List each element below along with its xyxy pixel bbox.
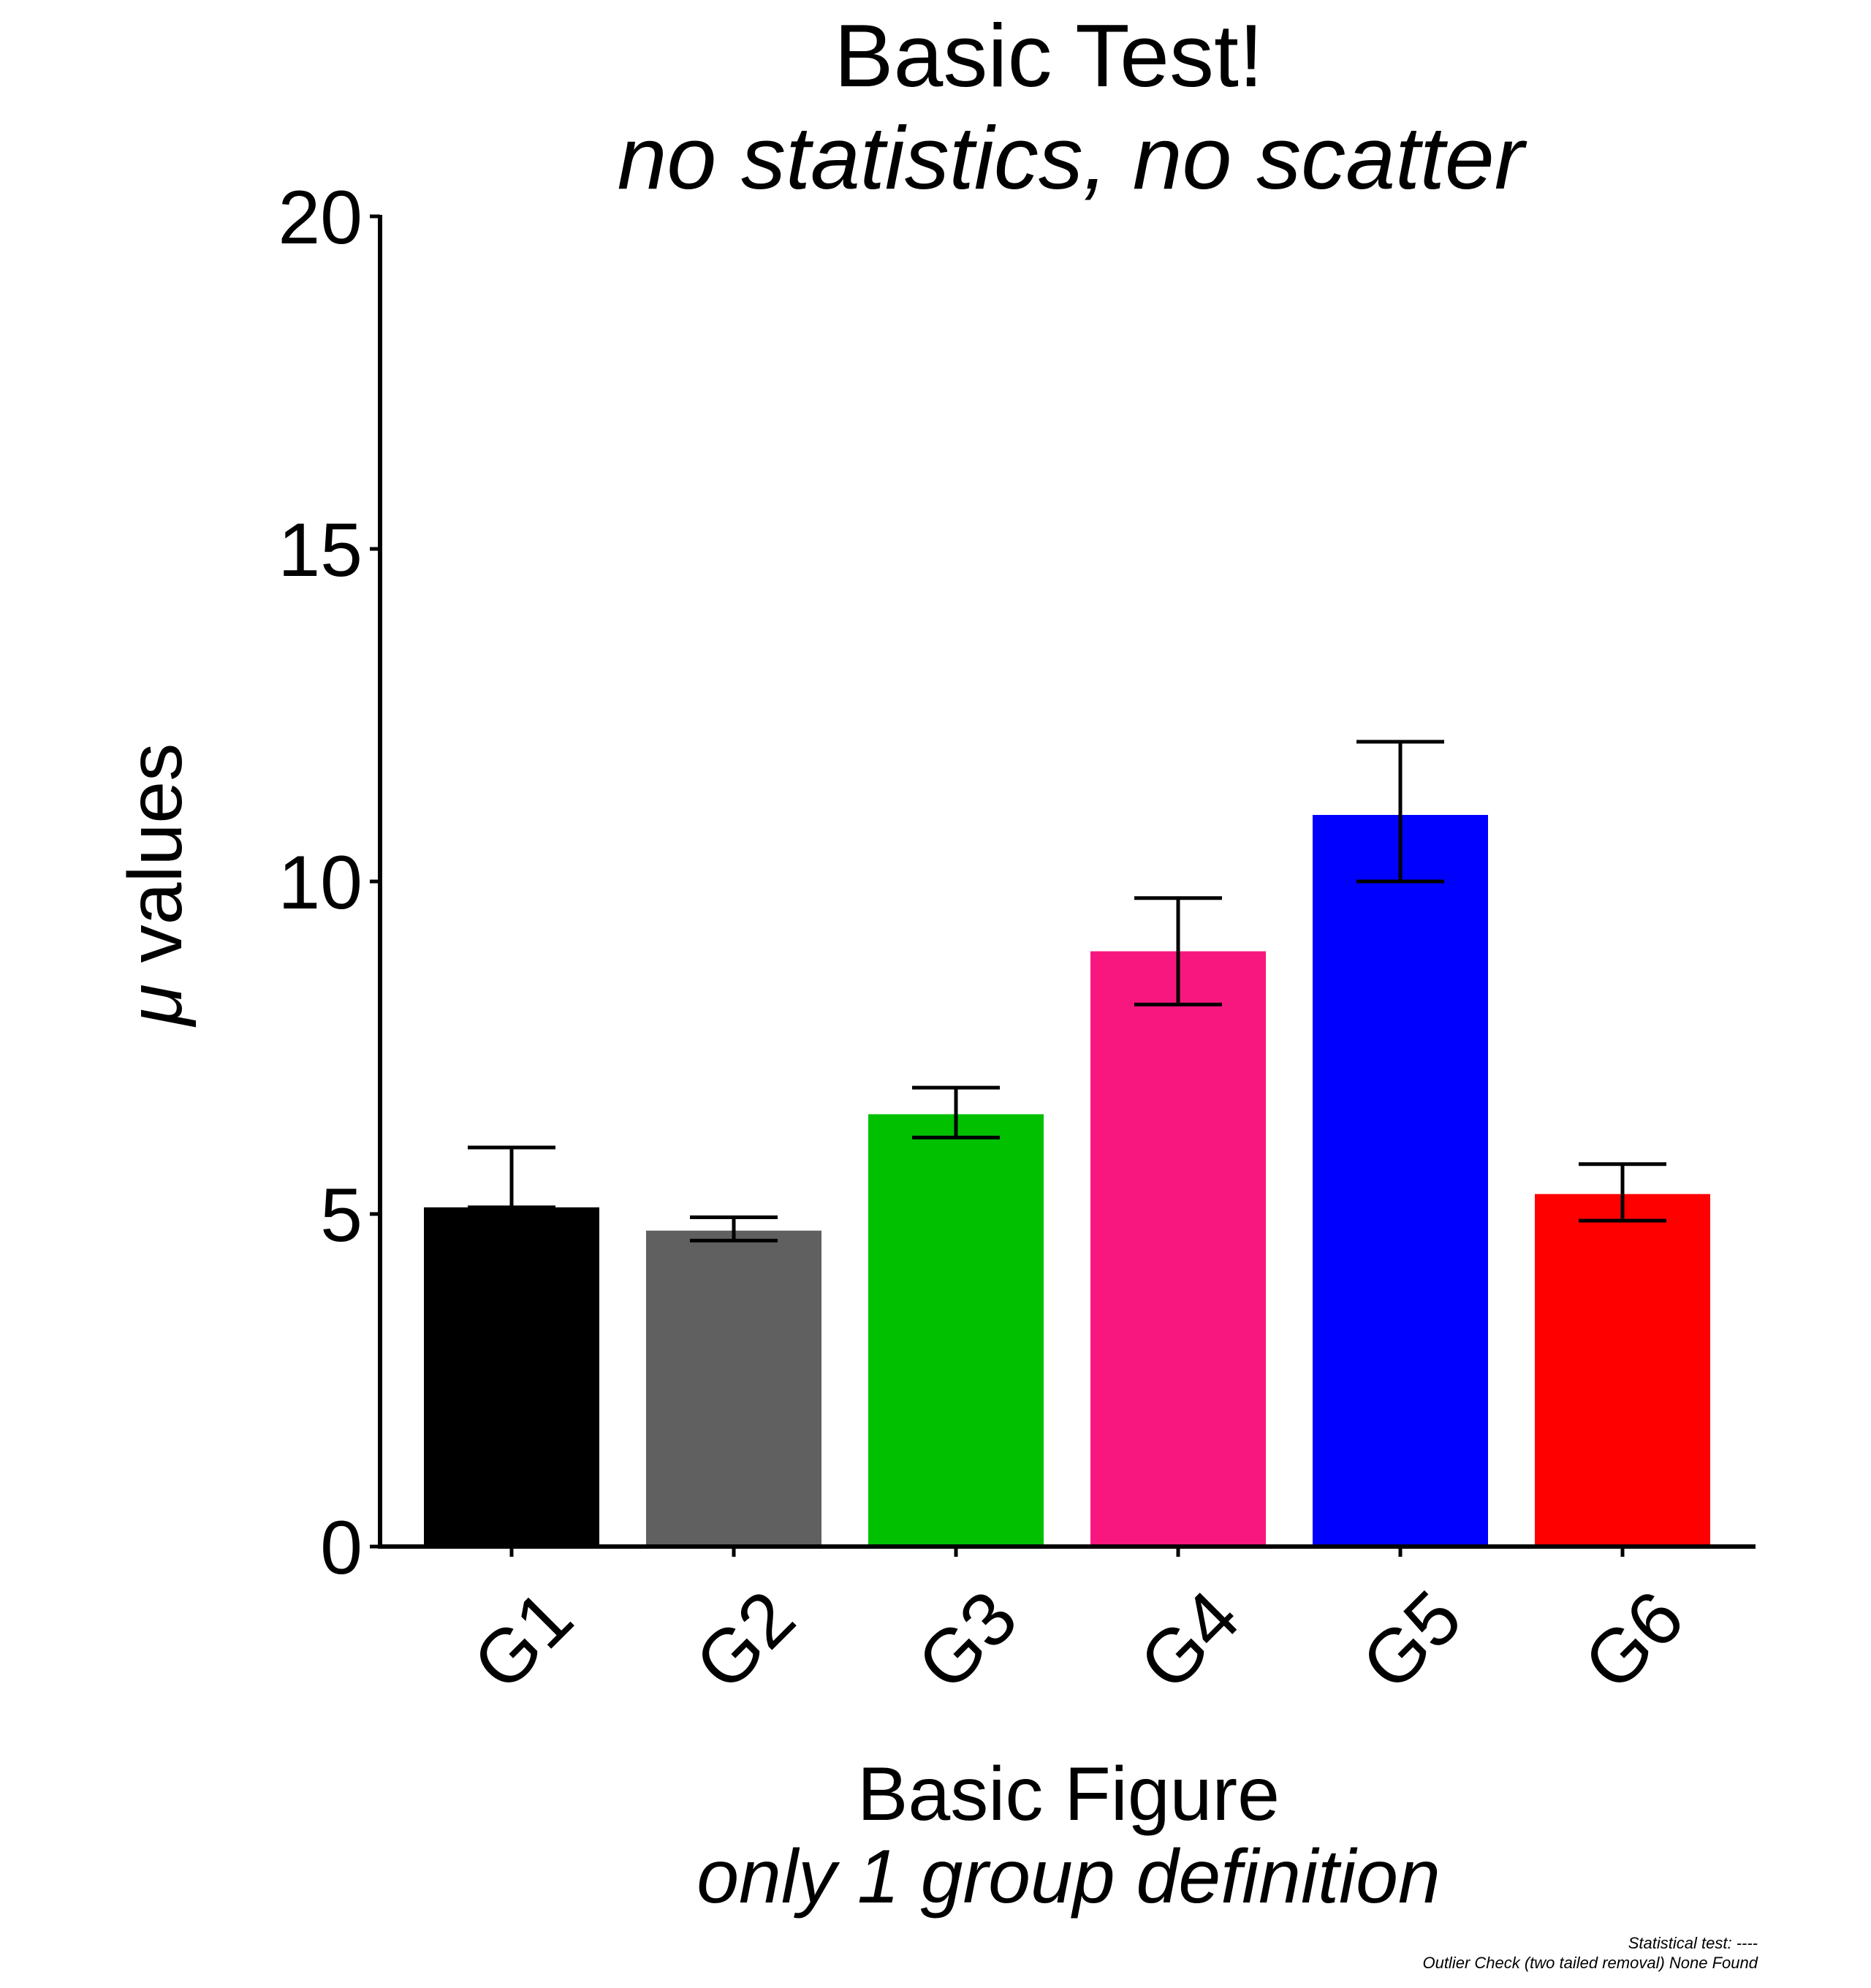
x-tick-label-g2: G2	[680, 1575, 811, 1707]
x-tick-label-g1: G1	[458, 1575, 589, 1707]
y-axis-text: values	[113, 743, 198, 984]
bar-g3	[868, 1114, 1044, 1547]
x-tick-label-g6: G6	[1568, 1575, 1700, 1707]
bar-g5	[1313, 815, 1488, 1547]
y-axis-symbol: μ	[113, 984, 198, 1028]
y-axis-title: μ values	[113, 743, 198, 1028]
y-tick-label-10: 10	[278, 841, 363, 925]
bar-g1	[424, 1207, 599, 1547]
y-tick-label-20: 20	[278, 175, 363, 260]
x-axis-subtitle: only 1 group definition	[697, 1835, 1441, 1919]
x-tick-label-g3: G3	[902, 1575, 1033, 1707]
axes-layer	[370, 214, 1756, 1557]
bar-g4	[1090, 951, 1266, 1547]
x-axis-title: Basic Figure	[857, 1752, 1280, 1837]
bar-g2	[646, 1230, 821, 1547]
error-bars-layer	[468, 740, 1666, 1242]
chart-subtitle: no statistics, no scatter	[618, 108, 1527, 208]
footnote-statistical-test: Statistical test: ----	[1628, 1934, 1758, 1952]
x-tick-label-g4: G4	[1124, 1575, 1256, 1707]
y-tick-label-15: 15	[278, 508, 363, 593]
y-tick-label-0: 0	[320, 1506, 363, 1590]
x-tick-label-g5: G5	[1346, 1575, 1478, 1707]
footnote-outlier-check: Outlier Check (two tailed removal) None …	[1422, 1954, 1758, 1972]
chart-title: Basic Test!	[834, 6, 1264, 105]
y-tick-label-5: 5	[320, 1173, 363, 1258]
bars-layer	[424, 815, 1710, 1547]
bar-g6	[1535, 1194, 1710, 1547]
